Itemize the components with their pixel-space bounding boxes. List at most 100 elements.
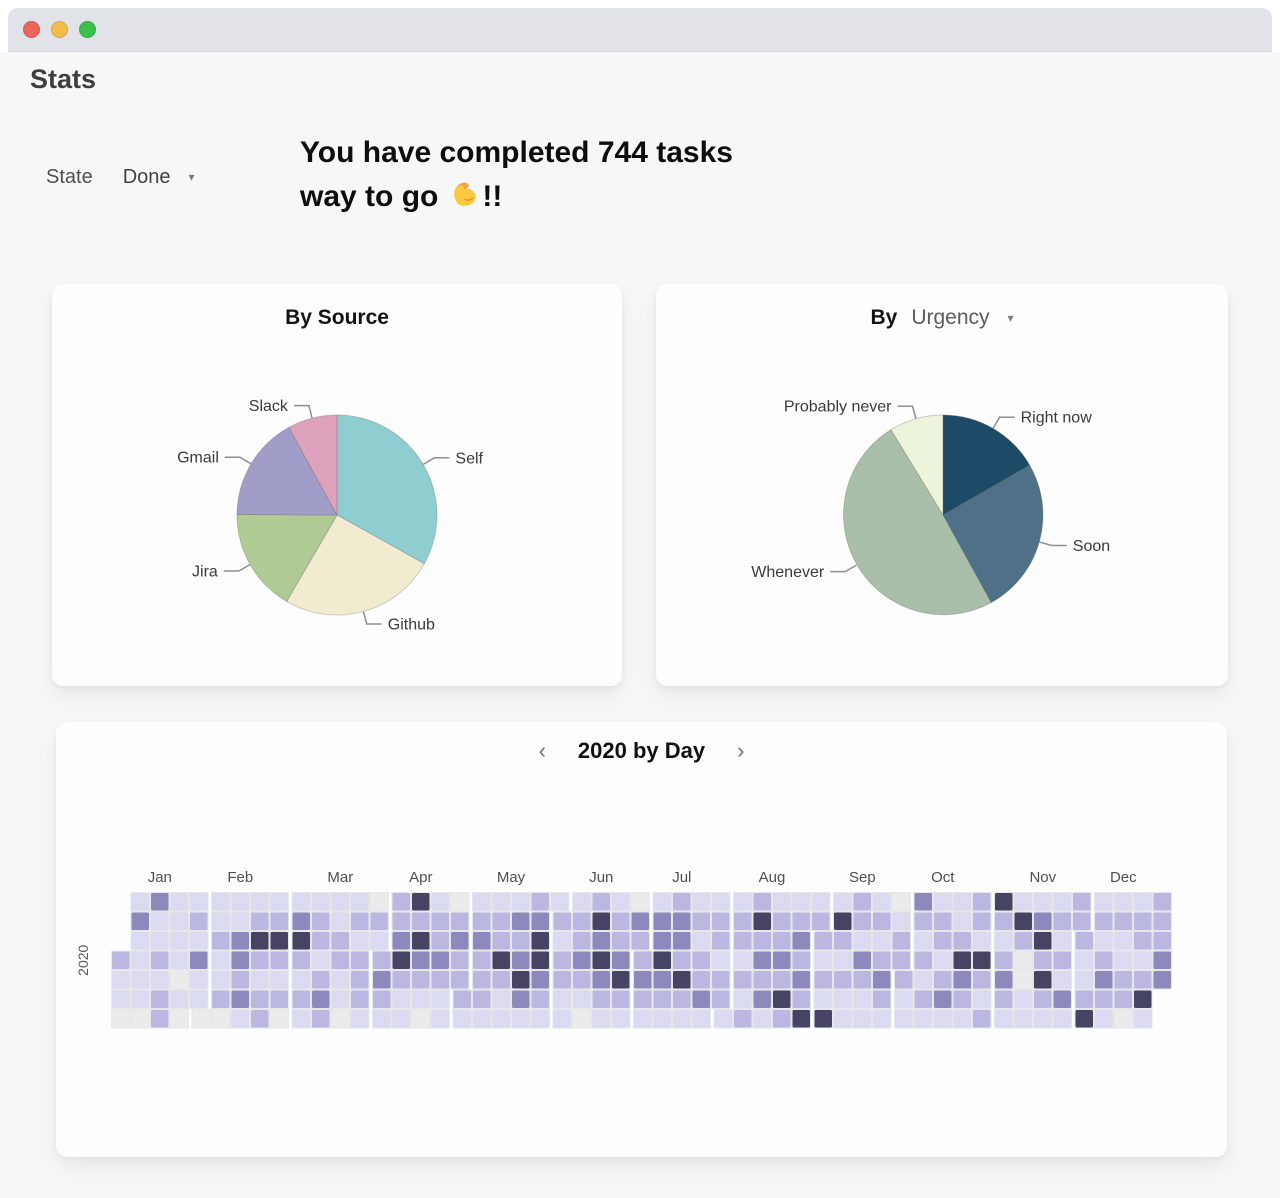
heatmap-day-cell[interactable] bbox=[895, 1010, 913, 1028]
heatmap-day-cell[interactable] bbox=[634, 971, 652, 989]
heatmap-day-cell[interactable] bbox=[431, 932, 450, 950]
heatmap-day-cell[interactable] bbox=[131, 893, 150, 911]
heatmap-day-cell[interactable] bbox=[995, 951, 1013, 970]
heatmap-day-cell[interactable] bbox=[653, 932, 672, 950]
heatmap-day-cell[interactable] bbox=[212, 912, 230, 931]
heatmap-day-cell[interactable] bbox=[834, 1010, 852, 1028]
heatmap-day-cell[interactable] bbox=[973, 990, 991, 1009]
heatmap-day-cell[interactable] bbox=[431, 951, 450, 970]
heatmap-day-cell[interactable] bbox=[370, 912, 389, 931]
heatmap-day-cell[interactable] bbox=[512, 932, 530, 950]
heatmap-day-cell[interactable] bbox=[112, 971, 130, 989]
heatmap-day-cell[interactable] bbox=[370, 932, 389, 950]
heatmap-day-cell[interactable] bbox=[734, 990, 752, 1009]
heatmap-day-cell[interactable] bbox=[392, 951, 411, 970]
heatmap-day-cell[interactable] bbox=[692, 990, 711, 1009]
heatmap-day-cell[interactable] bbox=[995, 932, 1013, 950]
heatmap-day-cell[interactable] bbox=[1095, 893, 1113, 911]
heatmap-day-cell[interactable] bbox=[673, 893, 691, 911]
heatmap-day-cell[interactable] bbox=[834, 912, 852, 931]
pie-slice-slack[interactable] bbox=[288, 414, 338, 516]
state-filter-dropdown[interactable]: Done ▾ bbox=[123, 166, 195, 189]
heatmap-day-cell[interactable] bbox=[151, 990, 169, 1009]
heatmap-day-cell[interactable] bbox=[451, 951, 469, 970]
heatmap-day-cell[interactable] bbox=[973, 932, 991, 950]
heatmap-day-cell[interactable] bbox=[392, 912, 411, 931]
heatmap-day-cell[interactable] bbox=[292, 893, 311, 911]
heatmap-day-cell[interactable] bbox=[312, 932, 330, 950]
heatmap-day-cell[interactable] bbox=[634, 1010, 652, 1028]
heatmap-day-cell[interactable] bbox=[553, 1010, 572, 1028]
heatmap-day-cell[interactable] bbox=[270, 951, 289, 970]
heatmap-day-cell[interactable] bbox=[1053, 990, 1072, 1009]
pie-slice-probably-never[interactable] bbox=[890, 414, 944, 517]
heatmap-day-cell[interactable] bbox=[351, 951, 369, 970]
heatmap-day-cell[interactable] bbox=[673, 971, 691, 989]
heatmap-day-cell[interactable] bbox=[1095, 990, 1113, 1009]
heatmap-day-cell[interactable] bbox=[592, 1010, 611, 1028]
heatmap-day-cell[interactable] bbox=[892, 951, 911, 970]
heatmap-day-cell[interactable] bbox=[653, 1010, 672, 1028]
heatmap-day-cell[interactable] bbox=[531, 912, 550, 931]
heatmap-day-cell[interactable] bbox=[451, 893, 469, 911]
heatmap-day-cell[interactable] bbox=[712, 932, 730, 950]
heatmap-day-cell[interactable] bbox=[573, 951, 591, 970]
heatmap-day-cell[interactable] bbox=[292, 932, 311, 950]
heatmap-day-cell[interactable] bbox=[934, 990, 952, 1009]
heatmap-day-cell[interactable] bbox=[412, 893, 430, 911]
heatmap-day-cell[interactable] bbox=[914, 893, 933, 911]
heatmap-day-cell[interactable] bbox=[331, 893, 350, 911]
heatmap-day-cell[interactable] bbox=[814, 932, 833, 950]
heatmap-day-cell[interactable] bbox=[934, 971, 952, 989]
heatmap-day-cell[interactable] bbox=[1153, 971, 1172, 989]
heatmap-day-cell[interactable] bbox=[1073, 893, 1091, 911]
heatmap-day-cell[interactable] bbox=[1095, 932, 1113, 950]
heatmap-day-cell[interactable] bbox=[853, 951, 872, 970]
previous-year-button[interactable]: ‹ bbox=[535, 740, 550, 762]
heatmap-day-cell[interactable] bbox=[653, 971, 672, 989]
heatmap-day-cell[interactable] bbox=[814, 971, 833, 989]
heatmap-day-cell[interactable] bbox=[231, 951, 250, 970]
heatmap-day-cell[interactable] bbox=[512, 990, 530, 1009]
heatmap-day-cell[interactable] bbox=[773, 990, 791, 1009]
heatmap-day-cell[interactable] bbox=[531, 951, 550, 970]
heatmap-day-cell[interactable] bbox=[251, 1010, 269, 1028]
heatmap-day-cell[interactable] bbox=[953, 951, 972, 970]
heatmap-day-cell[interactable] bbox=[251, 951, 269, 970]
heatmap-day-cell[interactable] bbox=[773, 1010, 791, 1028]
heatmap-day-cell[interactable] bbox=[673, 951, 691, 970]
heatmap-day-cell[interactable] bbox=[853, 912, 872, 931]
heatmap-day-cell[interactable] bbox=[812, 912, 830, 931]
heatmap-day-cell[interactable] bbox=[673, 932, 691, 950]
heatmap-day-cell[interactable] bbox=[270, 932, 289, 950]
heatmap-day-cell[interactable] bbox=[1095, 1010, 1113, 1028]
heatmap-day-cell[interactable] bbox=[673, 912, 691, 931]
heatmap-day-cell[interactable] bbox=[1114, 971, 1133, 989]
heatmap-day-cell[interactable] bbox=[814, 951, 833, 970]
heatmap-day-cell[interactable] bbox=[531, 990, 550, 1009]
heatmap-day-cell[interactable] bbox=[473, 990, 491, 1009]
heatmap-day-cell[interactable] bbox=[392, 990, 411, 1009]
heatmap-day-cell[interactable] bbox=[412, 1010, 430, 1028]
heatmap-day-cell[interactable] bbox=[753, 912, 772, 931]
heatmap-day-cell[interactable] bbox=[451, 932, 469, 950]
heatmap-day-cell[interactable] bbox=[1034, 971, 1052, 989]
heatmap-day-cell[interactable] bbox=[270, 1010, 289, 1028]
heatmap-day-cell[interactable] bbox=[1075, 951, 1094, 970]
heatmap-day-cell[interactable] bbox=[431, 971, 450, 989]
heatmap-day-cell[interactable] bbox=[492, 971, 511, 989]
heatmap-day-cell[interactable] bbox=[270, 893, 289, 911]
heatmap-day-cell[interactable] bbox=[412, 932, 430, 950]
heatmap-day-cell[interactable] bbox=[231, 912, 250, 931]
heatmap-day-cell[interactable] bbox=[914, 912, 933, 931]
heatmap-day-cell[interactable] bbox=[312, 971, 330, 989]
pie-slice-right-now[interactable] bbox=[942, 414, 1031, 516]
heatmap-day-cell[interactable] bbox=[895, 990, 913, 1009]
heatmap-day-cell[interactable] bbox=[853, 1010, 872, 1028]
heatmap-day-cell[interactable] bbox=[351, 912, 369, 931]
heatmap-day-cell[interactable] bbox=[734, 912, 752, 931]
heatmap-day-cell[interactable] bbox=[370, 893, 389, 911]
heatmap-day-cell[interactable] bbox=[895, 971, 913, 989]
heatmap-day-cell[interactable] bbox=[531, 1010, 550, 1028]
heatmap-day-cell[interactable] bbox=[1034, 893, 1052, 911]
